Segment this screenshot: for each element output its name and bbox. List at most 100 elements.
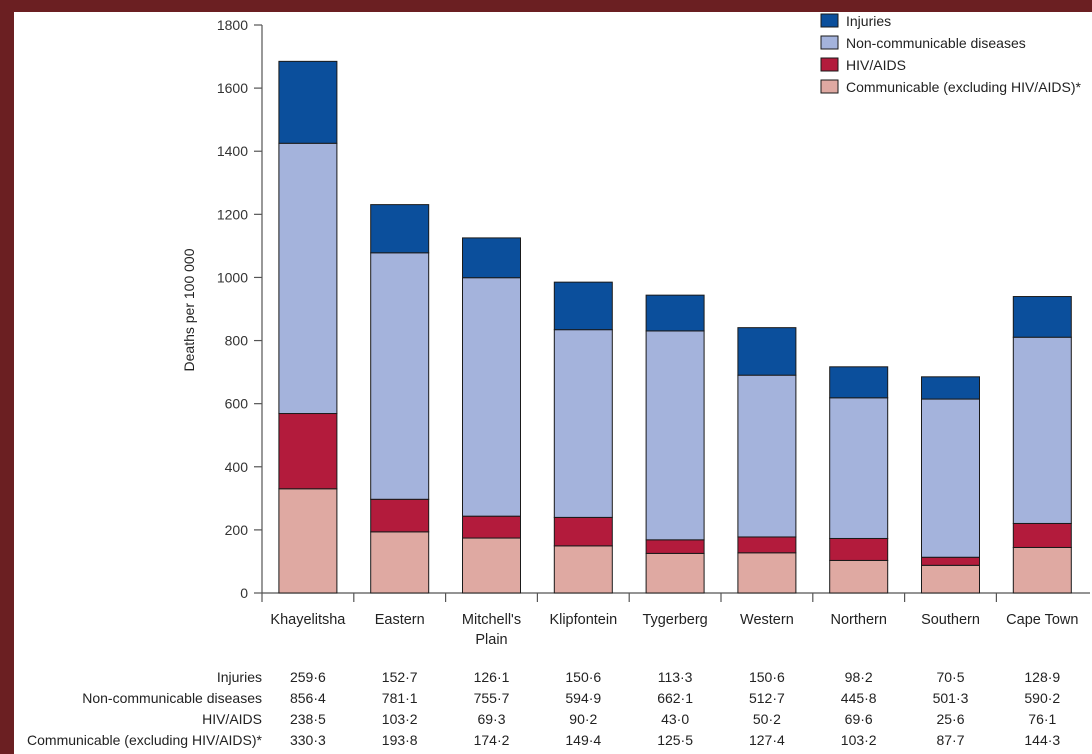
bar-segment (370, 204, 430, 254)
bar-segment (462, 537, 521, 594)
table-cell: 69·3 (477, 711, 505, 727)
bar-segment (921, 376, 980, 400)
legend-swatch (820, 35, 839, 50)
x-category-label: Khayelitsha (270, 612, 346, 628)
table-cell: 43·0 (661, 711, 689, 727)
table-cell: 103·2 (382, 711, 418, 727)
table-row-label: Injuries (217, 669, 262, 685)
table-cell: 150·6 (565, 669, 601, 685)
bar-segment (278, 142, 338, 415)
y-tick-label: 0 (240, 585, 248, 601)
bar-segment (553, 281, 613, 331)
legend-label: Communicable (excluding HIV/AIDS)* (846, 79, 1082, 95)
x-category-label: Eastern (375, 612, 425, 628)
bar-segment (1012, 336, 1072, 524)
legend-swatch (820, 13, 839, 28)
table-cell: 70·5 (936, 669, 964, 685)
table-cell: 103·2 (841, 732, 877, 748)
bar-segment (370, 498, 430, 533)
y-tick-label: 200 (225, 522, 249, 538)
table-cell: 590·2 (1024, 690, 1060, 706)
bar-segment (921, 556, 980, 566)
table-cell: 259·6 (290, 669, 326, 685)
bar-segment (645, 539, 705, 554)
table-cell: 87·7 (936, 732, 964, 748)
table-cell: 594·9 (565, 690, 601, 706)
y-axis-label: Deaths per 100 000 (181, 248, 197, 371)
bar-segment (829, 397, 889, 539)
bar-segment (829, 559, 889, 594)
bar-segment (737, 536, 797, 554)
table-cell: 76·1 (1028, 711, 1056, 727)
bar-segment (462, 277, 521, 517)
bar-segment (829, 537, 889, 561)
bar-segment (553, 329, 613, 518)
bar-segment (1012, 546, 1072, 594)
y-tick-label: 400 (225, 459, 249, 475)
y-tick-label: 1200 (217, 206, 248, 222)
table-row-label: Communicable (excluding HIV/AIDS)* (27, 732, 263, 748)
y-tick-label: 1000 (217, 269, 248, 285)
bar-segment (921, 398, 980, 558)
x-category-label: Mitchell's (462, 612, 521, 628)
table-cell: 149·4 (565, 732, 601, 748)
table-cell: 125·5 (657, 732, 693, 748)
table-cell: 90·2 (569, 711, 597, 727)
table-cell: 856·4 (290, 690, 326, 706)
table-cell: 126·1 (474, 669, 510, 685)
bar-segment (1012, 522, 1072, 548)
table-cell: 25·6 (936, 711, 964, 727)
bar-segment (645, 294, 705, 332)
table-cell: 193·8 (382, 732, 418, 748)
bar-segment (278, 488, 338, 594)
y-tick-label: 1600 (217, 80, 248, 96)
x-category-label: Cape Town (1006, 612, 1078, 628)
y-tick-label: 600 (225, 396, 249, 412)
x-category-label: Northern (830, 612, 886, 628)
bar-segment (370, 531, 430, 594)
x-category-label: Klipfontein (549, 612, 617, 628)
x-category-label: Southern (921, 612, 980, 628)
table-cell: 98·2 (845, 669, 873, 685)
y-tick-label: 1800 (217, 17, 248, 33)
table-cell: 113·3 (658, 669, 693, 685)
legend-label: Non-communicable diseases (846, 35, 1026, 51)
bar-segment (462, 515, 521, 539)
table-cell: 501·3 (933, 690, 969, 706)
bar-segment (645, 552, 705, 594)
table-cell: 512·7 (749, 690, 785, 706)
bar-segment (278, 413, 338, 490)
table-cell: 69·6 (845, 711, 873, 727)
legend-swatch (820, 57, 839, 72)
legend-label: HIV/AIDS (846, 57, 906, 73)
bar-segment (1012, 296, 1072, 338)
bar-segment (921, 564, 980, 594)
table-cell: 330·3 (290, 732, 326, 748)
table-cell: 144·3 (1024, 732, 1060, 748)
table-cell: 445·8 (841, 690, 877, 706)
table-cell: 781·1 (382, 690, 418, 706)
bar-segment (553, 545, 613, 594)
table-cell: 128·9 (1024, 669, 1060, 685)
bar-segment (278, 60, 338, 144)
table-cell: 755·7 (474, 690, 510, 706)
x-category-label: Plain (475, 632, 507, 648)
y-tick-label: 800 (225, 333, 249, 349)
bar-segment (370, 252, 430, 500)
legend-swatch (820, 79, 839, 94)
table-cell: 662·1 (657, 690, 693, 706)
bar-segment (737, 374, 797, 538)
bar-segment (737, 327, 797, 376)
bar-segment (645, 330, 705, 541)
table-cell: 150·6 (749, 669, 785, 685)
table-cell: 127·4 (749, 732, 785, 748)
legend-label: Injuries (846, 13, 891, 29)
bar-segment (462, 237, 521, 279)
y-tick-label: 1400 (217, 143, 248, 159)
bar-segment (829, 366, 889, 399)
x-category-label: Western (740, 612, 794, 628)
table-row-label: HIV/AIDS (202, 711, 262, 727)
table-cell: 174·2 (474, 732, 510, 748)
